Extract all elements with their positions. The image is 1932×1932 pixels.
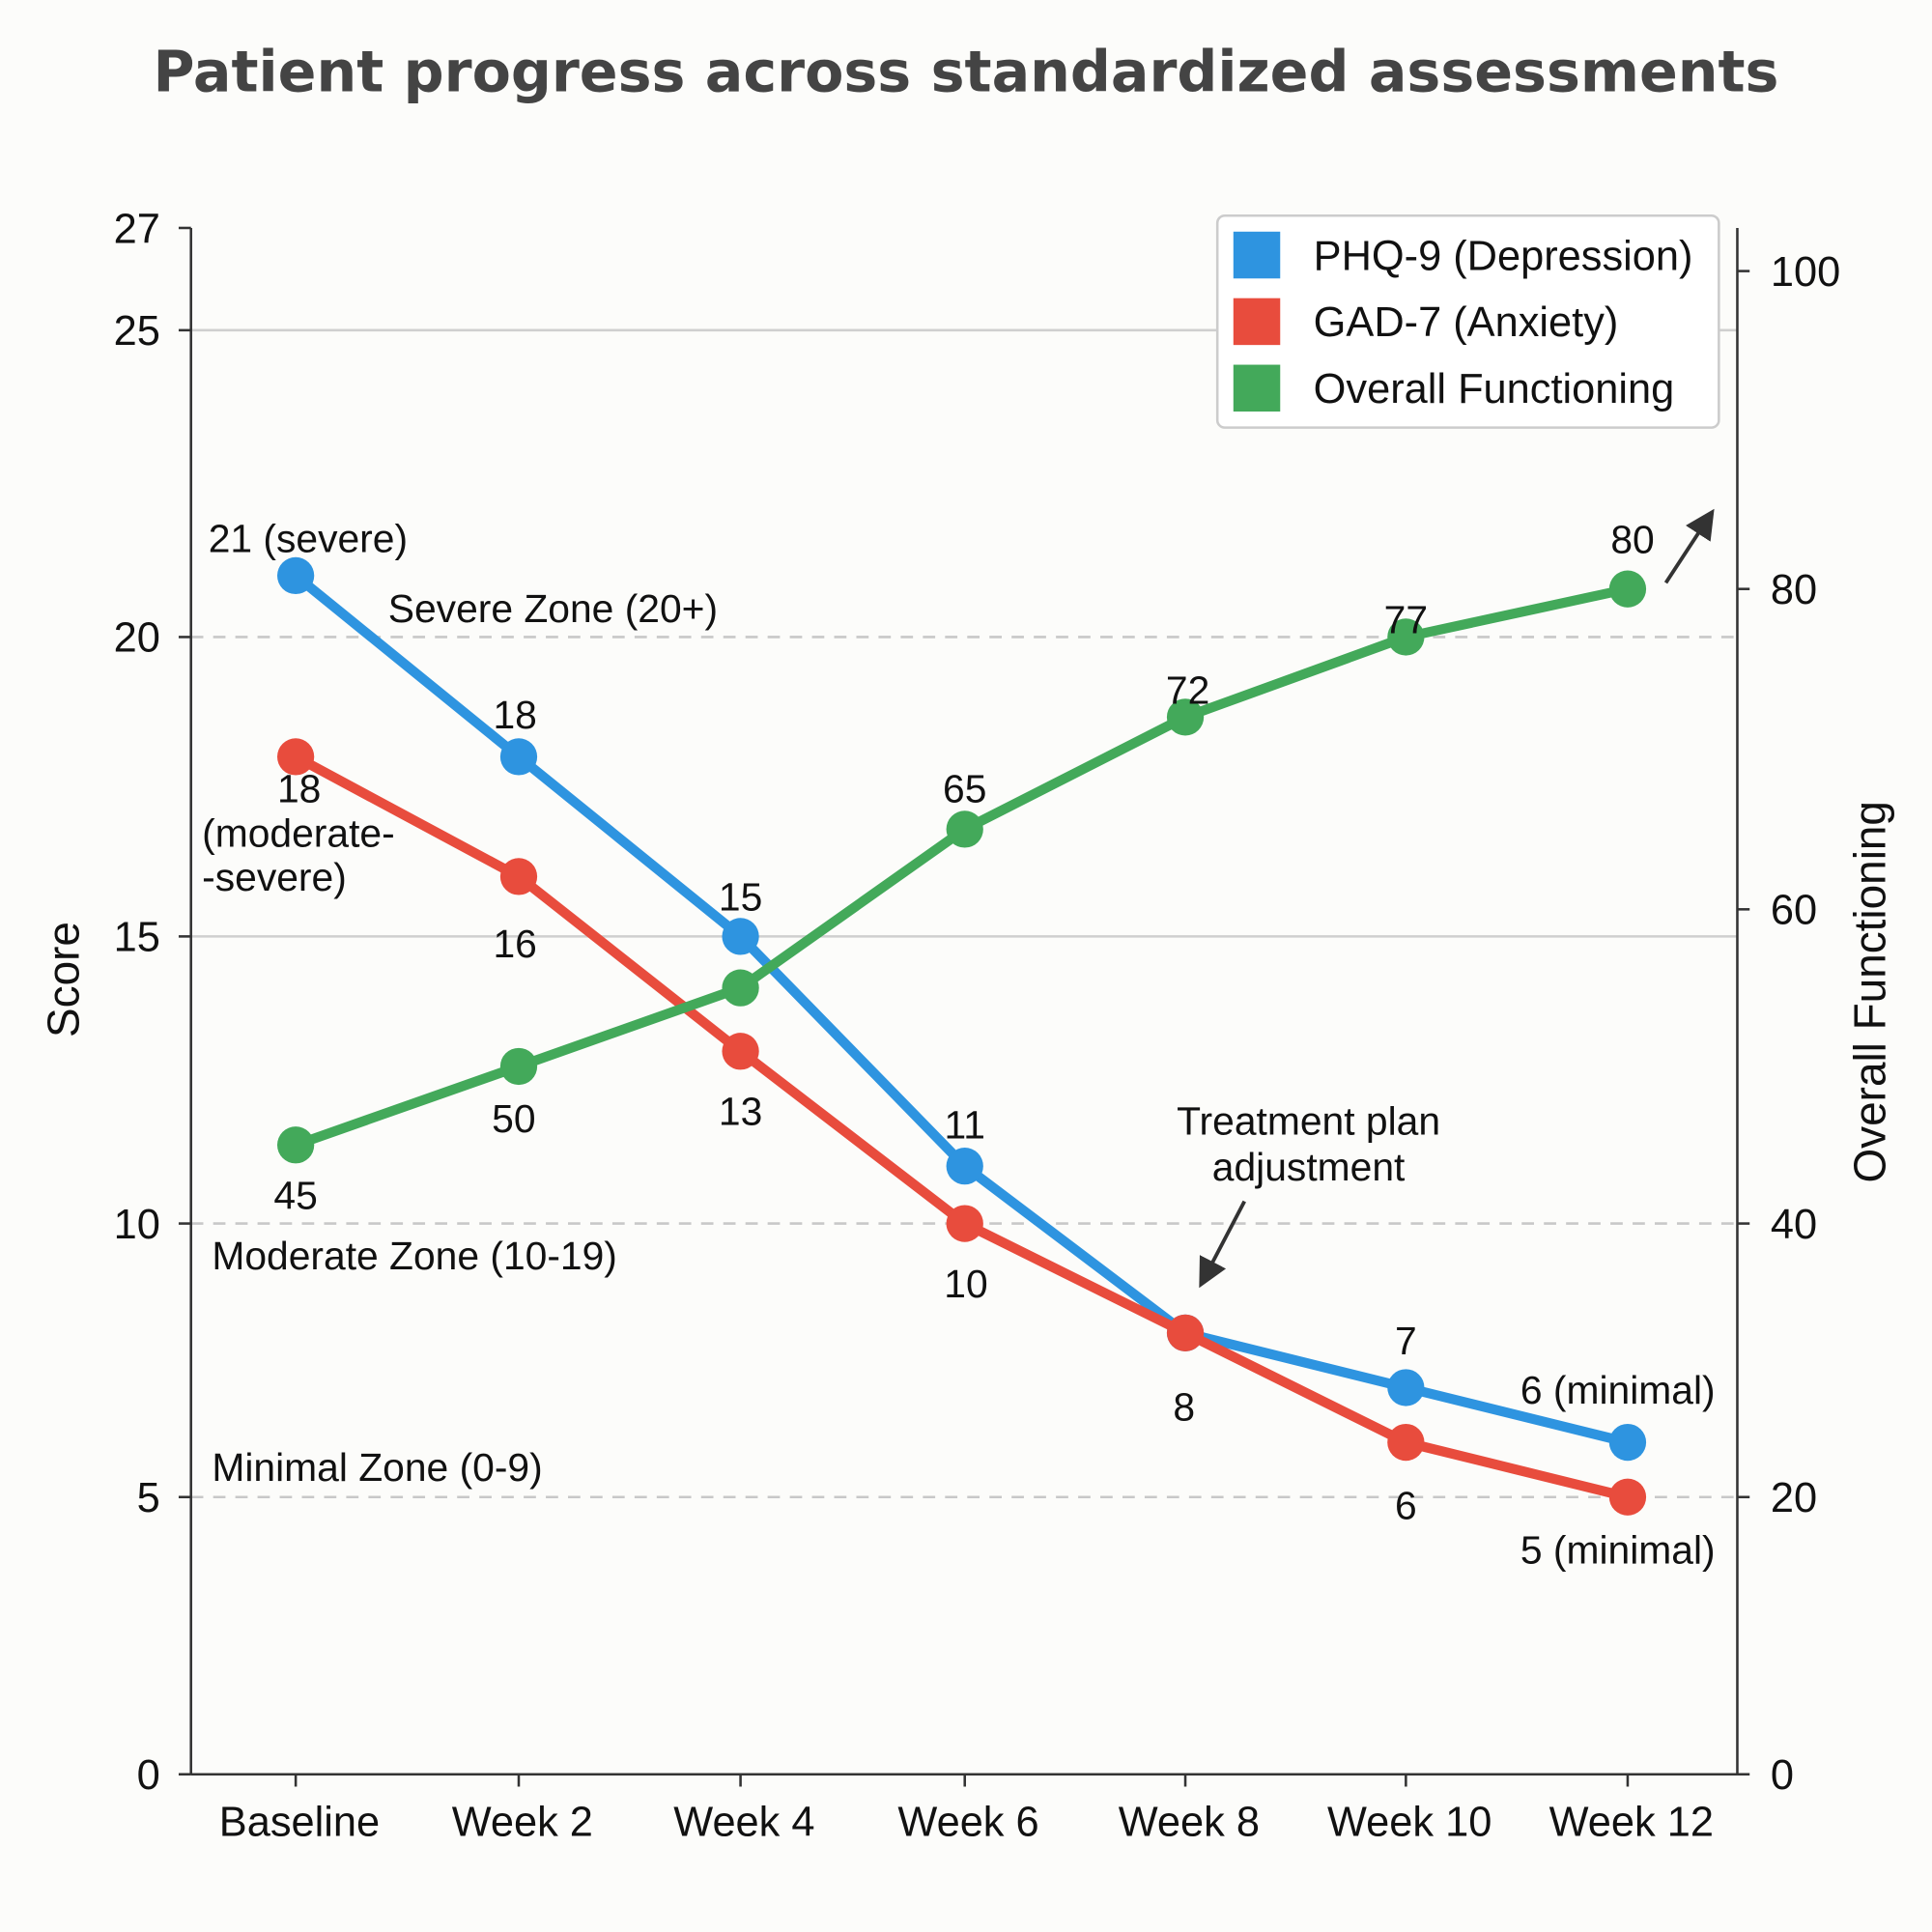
y-right-tick-label: 60 — [1771, 888, 1817, 934]
data-label: 45 — [273, 1173, 317, 1217]
x-tick-label: Week 12 — [1549, 1800, 1714, 1846]
data-point — [499, 858, 538, 895]
data-point — [276, 738, 315, 776]
data-label: 5 (minimal) — [1520, 1528, 1716, 1573]
data-point — [1387, 1369, 1425, 1406]
data-label: 80 — [1610, 518, 1654, 562]
data-label: 50 — [492, 1096, 535, 1141]
data-point — [722, 969, 759, 1007]
data-label: 72 — [1166, 668, 1209, 712]
x-tick-label: Week 8 — [1119, 1800, 1260, 1846]
data-point — [499, 1047, 538, 1086]
data-point — [1387, 1423, 1425, 1462]
data-label: 16 — [493, 922, 536, 966]
y-tick-label: 15 — [114, 915, 160, 961]
legend-box — [1215, 213, 1720, 429]
data-point — [722, 918, 759, 955]
annotation-text: adjustment — [1212, 1145, 1406, 1189]
x-tick-label: Week 4 — [673, 1800, 814, 1846]
data-label-line: 18 — [277, 766, 321, 810]
y-right-tick-label: 100 — [1771, 249, 1840, 296]
data-label: 7 — [1395, 1319, 1417, 1363]
data-label: 6 — [1395, 1484, 1417, 1528]
data-point — [1608, 1478, 1647, 1516]
data-label: 21 (severe) — [209, 516, 408, 560]
data-label: 8 — [1173, 1385, 1195, 1430]
legend-swatch — [1233, 231, 1281, 279]
y-tick-label: 5 — [137, 1475, 160, 1521]
data-label: 11 — [945, 1103, 985, 1148]
data-label: 77 — [1384, 598, 1428, 642]
data-point — [1608, 1423, 1647, 1462]
data-point — [276, 556, 315, 595]
data-point — [946, 810, 983, 848]
y-right-tick-label: 40 — [1771, 1202, 1817, 1248]
data-label-line: -severe) — [202, 855, 347, 899]
data-label: 18 (moderate--severe) — [202, 766, 395, 899]
data-point — [1608, 570, 1647, 608]
data-label: 18 — [493, 693, 536, 737]
data-label: 15 — [719, 875, 762, 920]
chart-title: Patient progress across standardized ass… — [154, 39, 1779, 104]
zone-label: Moderate Zone (10-19) — [212, 1234, 617, 1278]
y-tick-label: 27 — [114, 206, 160, 252]
legend-swatch — [1233, 298, 1281, 346]
data-point — [1166, 698, 1205, 736]
legend-label: GAD-7 (Anxiety) — [1314, 299, 1619, 346]
x-tick-label: Week 6 — [897, 1800, 1038, 1846]
y-tick-label: 0 — [137, 1752, 160, 1799]
y-right-tick-label: 20 — [1771, 1475, 1817, 1521]
y-tick-label: 25 — [114, 308, 160, 355]
data-point — [1166, 1314, 1205, 1351]
data-point — [722, 1033, 759, 1070]
annotation-arrow-icon — [1199, 1200, 1246, 1289]
legend-swatch — [1233, 364, 1281, 412]
y-right-tick-label: 80 — [1771, 567, 1817, 613]
data-point — [499, 738, 538, 776]
data-point — [1387, 618, 1425, 656]
x-tick-label: Week 2 — [452, 1800, 593, 1846]
annotation-text: Treatment plan — [1177, 1099, 1440, 1144]
y-tick-label: 10 — [114, 1202, 160, 1248]
x-tick-label: Baseline — [219, 1800, 380, 1846]
data-label: 13 — [719, 1090, 762, 1134]
legend-label: Overall Functioning — [1314, 366, 1675, 412]
y-right-tick-label: 0 — [1771, 1752, 1794, 1799]
data-point — [946, 1205, 983, 1242]
data-label: 6 (minimal) — [1520, 1368, 1716, 1412]
y-axis-title: Score — [39, 922, 89, 1037]
legend: PHQ-9 (Depression) GAD-7 (Anxiety) Overall… — [1215, 213, 1720, 429]
data-point — [946, 1148, 983, 1185]
data-point — [276, 1126, 315, 1164]
legend-label: PHQ-9 (Depression) — [1314, 233, 1693, 279]
zone-label: Severe Zone (20+) — [388, 586, 718, 631]
data-label: 10 — [944, 1262, 987, 1306]
zone-label: Minimal Zone (0-9) — [212, 1445, 542, 1490]
y-axis-right-title: Overall Functioning — [1845, 801, 1895, 1183]
data-label-line: (moderate- — [202, 810, 395, 855]
trend-arrow-icon — [1663, 508, 1715, 584]
y-tick-label: 20 — [114, 615, 160, 662]
x-tick-label: Week 10 — [1327, 1800, 1492, 1846]
data-label: 65 — [943, 766, 986, 810]
